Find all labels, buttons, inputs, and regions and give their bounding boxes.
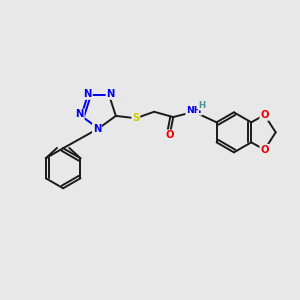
Text: O: O bbox=[260, 145, 269, 155]
Text: N: N bbox=[93, 124, 101, 134]
Text: NH: NH bbox=[186, 106, 202, 115]
Text: N: N bbox=[84, 89, 92, 99]
Text: N: N bbox=[106, 89, 115, 99]
Text: S: S bbox=[132, 113, 140, 123]
Text: H: H bbox=[199, 101, 206, 110]
Text: O: O bbox=[260, 110, 269, 120]
Text: O: O bbox=[166, 130, 174, 140]
Text: N: N bbox=[76, 110, 84, 119]
